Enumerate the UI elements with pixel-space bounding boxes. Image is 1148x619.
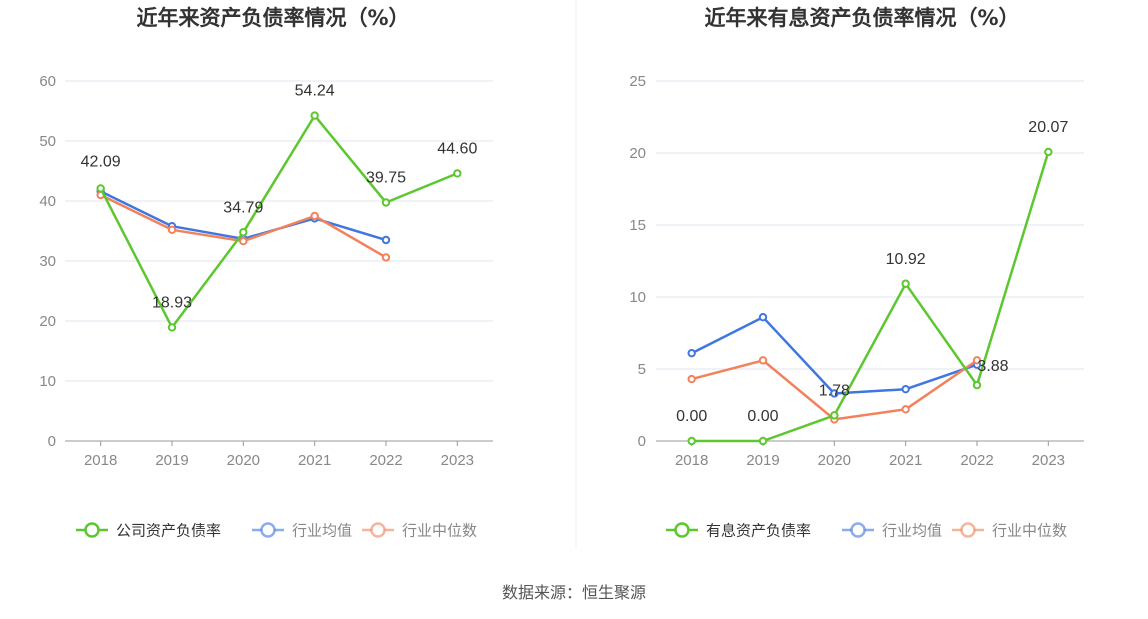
left-x-tick-label: 2021 xyxy=(298,452,331,469)
left-legend-item[interactable]: 行业中位数 xyxy=(362,522,477,540)
right-series-line-main xyxy=(690,150,1050,443)
legend-label: 行业中位数 xyxy=(992,522,1067,540)
left-y-tick-label: 20 xyxy=(39,313,56,330)
source-note: 数据来源：恒生聚源 xyxy=(502,583,646,602)
legend-circle-marker xyxy=(84,522,100,538)
left-y-tick-label: 10 xyxy=(39,373,56,390)
left-chart-title: 近年来资产负债率情况（%） xyxy=(136,6,409,30)
left-legend-item[interactable]: 公司资产负债率 xyxy=(76,522,221,540)
right-data-point xyxy=(972,380,982,390)
right-data-point xyxy=(758,312,768,322)
right-legend-item[interactable]: 行业中位数 xyxy=(952,522,1067,540)
left-data-label: 34.79 xyxy=(223,199,263,216)
right-y-tick-label: 15 xyxy=(629,217,646,234)
right-data-point xyxy=(758,356,768,365)
left-y-tick-label: 0 xyxy=(48,433,56,450)
legend-label: 行业均值 xyxy=(292,522,352,540)
right-x-tick-label: 2021 xyxy=(889,452,922,469)
left-x-tick-label: 2023 xyxy=(441,452,474,469)
legend-circle-marker xyxy=(850,522,866,538)
right-data-point xyxy=(901,405,910,414)
right-x-tick-label: 2023 xyxy=(1032,452,1065,469)
left-x-tick-label: 2020 xyxy=(227,452,260,469)
left-y-tick-label: 40 xyxy=(39,193,56,210)
legend-label: 有息资产负债率 xyxy=(706,522,811,540)
left-data-label: 39.75 xyxy=(366,170,406,187)
right-x-tick-label: 2020 xyxy=(818,452,851,469)
right-data-label: 0.00 xyxy=(676,408,707,425)
right-x-tick-label: 2022 xyxy=(960,452,993,469)
legend-circle-marker xyxy=(260,522,276,538)
left-y-tick-label: 30 xyxy=(39,253,56,270)
right-data-point xyxy=(687,374,696,384)
left-data-point xyxy=(167,323,177,332)
left-x-tick-label: 2018 xyxy=(84,452,117,469)
right-chart-panel: 近年来有息资产负债率情况（%） 0 5 10 15 20 25 2018 2019 2020 202… xyxy=(629,6,1084,540)
legend-label: 行业中位数 xyxy=(402,522,477,540)
right-chart-title: 近年来有息资产负债率情况（%） xyxy=(704,6,1019,30)
left-data-point xyxy=(381,235,391,245)
right-legend-item[interactable]: 行业均值 xyxy=(842,522,942,540)
right-data-label: 1.78 xyxy=(819,382,850,399)
left-y-tick-label: 60 xyxy=(39,73,56,90)
left-chart-panel: 近年来资产负债率情况（%） 0 10 20 30 40 50 60 2018 2019 2020 20… xyxy=(39,6,493,540)
right-data-point xyxy=(972,356,982,365)
right-data-point xyxy=(830,411,839,420)
right-data-label: 3.88 xyxy=(977,358,1008,375)
right-y-tick-label: 10 xyxy=(629,289,646,306)
left-data-point xyxy=(381,198,391,207)
left-x-tick-label: 2019 xyxy=(155,452,188,469)
left-series-line-main xyxy=(99,114,459,329)
right-data-point xyxy=(687,436,696,446)
left-data-label: 42.09 xyxy=(81,153,121,170)
right-x-tick-label: 2019 xyxy=(746,452,779,469)
left-data-point xyxy=(310,211,319,221)
right-y-tick-label: 25 xyxy=(629,73,646,90)
left-data-label: 18.93 xyxy=(152,294,192,311)
legend-circle-marker xyxy=(674,522,690,538)
legend-label: 公司资产负债率 xyxy=(116,522,221,540)
right-y-tick-label: 5 xyxy=(638,361,646,378)
left-data-point xyxy=(167,225,177,235)
left-data-point xyxy=(310,111,319,120)
left-legend-item[interactable]: 行业均值 xyxy=(252,522,352,540)
left-data-label: 44.60 xyxy=(437,140,477,157)
left-data-point xyxy=(453,169,462,178)
right-data-label: 0.00 xyxy=(747,408,778,425)
right-data-point xyxy=(830,389,839,398)
right-data-point xyxy=(758,436,768,446)
left-data-point xyxy=(239,237,248,246)
right-legend-item[interactable]: 有息资产负债率 xyxy=(666,522,811,540)
legend-circle-marker xyxy=(370,522,386,538)
right-y-tick-label: 20 xyxy=(629,145,646,162)
left-x-tick-label: 2022 xyxy=(369,452,402,469)
right-x-tick-label: 2018 xyxy=(675,452,708,469)
legend-label: 行业均值 xyxy=(882,522,942,540)
left-y-tick-label: 50 xyxy=(39,133,56,150)
left-data-point xyxy=(381,253,391,262)
right-data-label: 10.92 xyxy=(886,251,926,268)
right-data-point xyxy=(1044,147,1053,157)
left-data-label: 54.24 xyxy=(295,83,335,100)
right-data-label: 20.07 xyxy=(1028,119,1068,136)
legend-circle-marker xyxy=(960,522,976,538)
right-data-point xyxy=(901,279,910,288)
right-data-point xyxy=(687,348,696,358)
left-data-point xyxy=(96,184,105,193)
right-y-tick-label: 0 xyxy=(638,433,646,450)
left-data-point xyxy=(239,228,248,237)
right-data-point xyxy=(901,384,910,394)
